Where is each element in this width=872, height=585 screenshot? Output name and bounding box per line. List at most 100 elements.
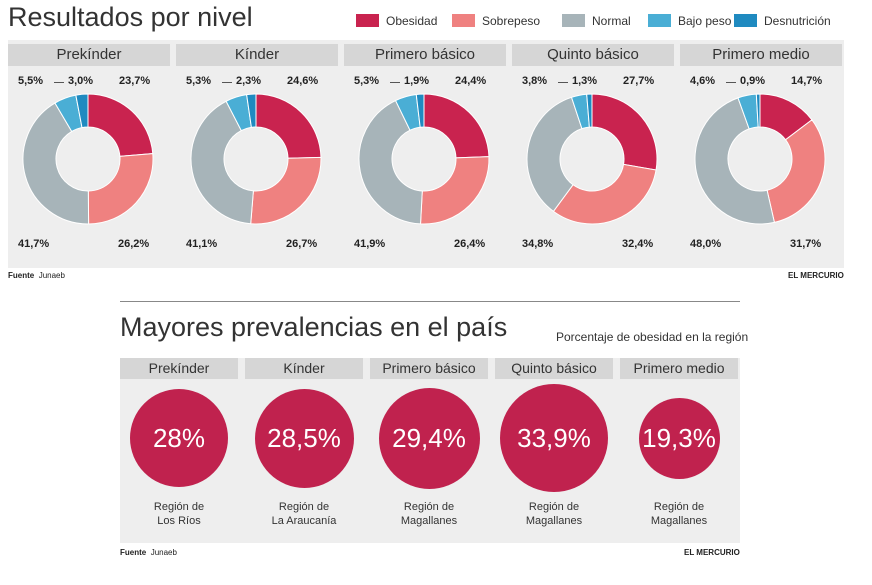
level-column: Primero medio 19,3% Región de Magallanes (620, 358, 738, 543)
donut-slice (526, 96, 583, 213)
donut-slice (87, 153, 154, 225)
legend-label: Desnutrición (764, 14, 831, 28)
bubble-panel: Prekínder 28% Región de Los Ríos Kínder 28,5%… (120, 358, 740, 543)
leader-line (54, 82, 64, 83)
legend-label: Normal (592, 14, 631, 28)
data-label: 0,9% (740, 75, 766, 87)
region-label: Región de Magallanes (495, 500, 613, 528)
data-label: 41,9% (354, 238, 386, 250)
region-label-line: Magallanes (650, 515, 708, 527)
region-label-line: Región de (278, 501, 330, 513)
level-column: Prekínder 23,7% 26,2% 41,7% 5,5% 3,0% (8, 40, 170, 268)
donut-chart (526, 93, 658, 225)
leader-line (726, 82, 736, 83)
donut-slice (415, 93, 425, 128)
data-label: 26,2% (118, 238, 150, 250)
credit: EL MERCURIO (788, 271, 844, 280)
source-label: Fuente (120, 548, 147, 557)
level-header: Prekínder (8, 44, 170, 66)
donut-slice (755, 93, 761, 128)
donut-slice (75, 93, 89, 129)
prevalence-bubble: 33,9% (500, 384, 608, 492)
donut-slice (552, 163, 657, 225)
data-label: 24,4% (455, 75, 487, 87)
level-column: Primero básico 24,4% 26,4% 41,9% 5,3% 1,9% (344, 40, 506, 268)
legend-label: Bajo peso (678, 14, 732, 28)
donut-slice (420, 156, 490, 225)
region-label-line: Región de (403, 501, 455, 513)
legend-swatch (356, 14, 379, 27)
data-label: 26,4% (454, 238, 486, 250)
legend-swatch (648, 14, 671, 27)
data-label: 4,6% (690, 75, 716, 87)
level-column: Primero básico 29,4% Región de Magallanes (370, 358, 488, 543)
data-label: 5,3% (186, 75, 212, 87)
data-label: 2,3% (236, 75, 262, 87)
region-label: Región de La Araucanía (245, 500, 363, 528)
region-label: Región de Magallanes (620, 500, 738, 528)
region-label-line: Magallanes (400, 515, 458, 527)
legend-swatch (452, 14, 475, 27)
legend-label: Sobrepeso (482, 14, 541, 28)
data-label: 48,0% (690, 238, 722, 250)
donut-chart (358, 93, 490, 225)
legend-swatch (562, 14, 585, 27)
data-label: 1,9% (404, 75, 430, 87)
level-header: Kínder (245, 358, 363, 379)
level-header: Primero medio (680, 44, 842, 66)
bubble-chart-subtitle: Porcentaje de obesidad en la región (556, 330, 749, 344)
chart-title: Resultados por nivel (8, 2, 253, 32)
donut-slice (423, 93, 490, 159)
data-label: 41,7% (18, 238, 50, 250)
divider (120, 301, 740, 302)
donut-panel: Prekínder 23,7% 26,2% 41,7% 5,5% 3,0% Kínder 24… (8, 40, 844, 268)
region-label: Región de Los Ríos (120, 500, 238, 528)
data-label: 27,7% (623, 75, 655, 87)
donut-slice (586, 93, 593, 128)
prevalence-bubble: 29,4% (378, 387, 480, 489)
level-header: Quinto básico (512, 44, 674, 66)
leader-line (390, 82, 400, 83)
level-header: Primero medio (620, 358, 738, 379)
donut-slice (246, 93, 257, 128)
level-column: Quinto básico 33,9% Región de Magallanes (495, 358, 613, 543)
level-header: Kínder (176, 44, 338, 66)
prevalence-bubble: 28,5% (254, 388, 354, 488)
donut-chart (22, 93, 154, 225)
donut-slice (766, 119, 826, 223)
region-label-line: Región de (528, 501, 580, 513)
level-column: Primero medio 14,7% 31,7% 48,0% 4,6% 0,9% (680, 40, 842, 268)
data-label: 24,6% (287, 75, 319, 87)
donut-slice (358, 99, 423, 225)
level-column: Kínder 24,6% 26,7% 41,1% 5,3% 2,3% (176, 40, 338, 268)
data-label: 34,8% (522, 238, 554, 250)
level-column: Quinto básico 27,7% 32,4% 34,8% 3,8% 1,3% (512, 40, 674, 268)
data-label: 26,7% (286, 238, 318, 250)
data-label: 5,5% (18, 75, 44, 87)
donut-slice (694, 97, 775, 225)
source-note: Fuente Junaeb (8, 271, 65, 280)
data-label: 3,0% (68, 75, 94, 87)
region-label-line: La Araucanía (271, 515, 337, 527)
data-label: 41,1% (186, 238, 218, 250)
donut-slice (591, 93, 658, 171)
data-label: 23,7% (119, 75, 151, 87)
source-value: Junaeb (38, 271, 65, 280)
donut-chart (694, 93, 826, 225)
data-label: 32,4% (622, 238, 654, 250)
bubble-chart-title: Mayores prevalencias en el país (120, 312, 508, 342)
region-label-line: Magallanes (525, 515, 583, 527)
data-label: 31,7% (790, 238, 822, 250)
level-header: Prekínder (120, 358, 238, 379)
prevalence-bubble: 28% (130, 389, 228, 487)
donut-slice (255, 93, 322, 159)
data-label: 14,7% (791, 75, 823, 87)
level-header: Quinto básico (495, 358, 613, 379)
donut-slice (22, 102, 90, 225)
donut-slice (87, 93, 154, 157)
source-note-bottom: Fuente Junaeb (120, 548, 177, 557)
donut-chart (190, 93, 322, 225)
source-value: Junaeb (150, 548, 177, 557)
region-label-line: Región de (153, 501, 205, 513)
leader-line (558, 82, 568, 83)
